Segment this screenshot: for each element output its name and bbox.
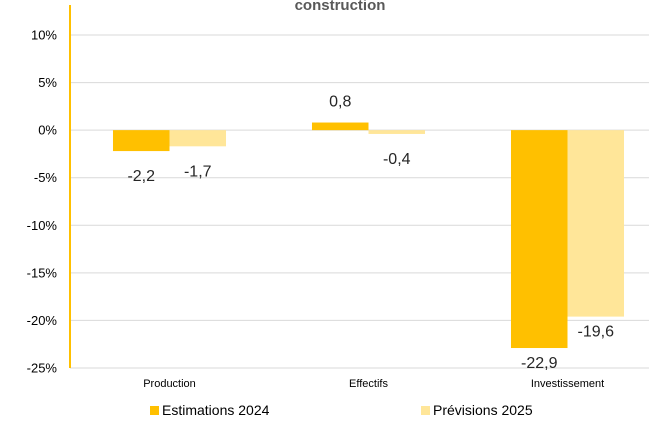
legend-label: Estimations 2024 [162, 402, 270, 418]
bar [567, 130, 625, 317]
y-tick-label: -25% [27, 361, 58, 376]
x-tick-label: Effectifs [349, 378, 388, 390]
y-tick-label: -15% [27, 265, 58, 280]
x-axis-labels: Production Effectifs Investissement [143, 378, 604, 390]
data-label: -0,4 [383, 151, 411, 168]
legend-swatch [150, 406, 159, 415]
bar [169, 130, 227, 147]
legend-label: Prévisions 2025 [433, 402, 533, 418]
data-label: -22,9 [521, 355, 558, 372]
y-tick-label: -20% [27, 313, 58, 328]
x-tick-label: Investissement [531, 378, 604, 390]
legend: Estimations 2024 Prévisions 2025 [150, 402, 533, 418]
data-label: -19,6 [578, 324, 615, 341]
legend-swatch [421, 406, 430, 415]
y-tick-label: -5% [34, 170, 58, 185]
y-tick-label: 5% [38, 75, 57, 90]
data-labels: -2,2 -1,7 0,8 -0,4 -22,9 -19,6 [127, 94, 614, 372]
data-label: -2,2 [127, 168, 155, 185]
chart-title: construction [295, 0, 386, 14]
y-tick-label: 10% [31, 28, 57, 43]
bar [112, 130, 170, 152]
y-tick-label: -10% [27, 218, 58, 233]
data-label: -1,7 [184, 163, 212, 180]
data-label: 0,8 [329, 94, 351, 111]
x-tick-label: Production [143, 378, 196, 390]
bars [112, 122, 625, 349]
y-axis: 10% 5% 0% -5% -10% -15% -20% -25% [27, 5, 71, 376]
bar [311, 122, 369, 131]
bar [510, 130, 568, 349]
y-tick-label: 0% [38, 123, 57, 138]
bar [368, 130, 426, 134]
